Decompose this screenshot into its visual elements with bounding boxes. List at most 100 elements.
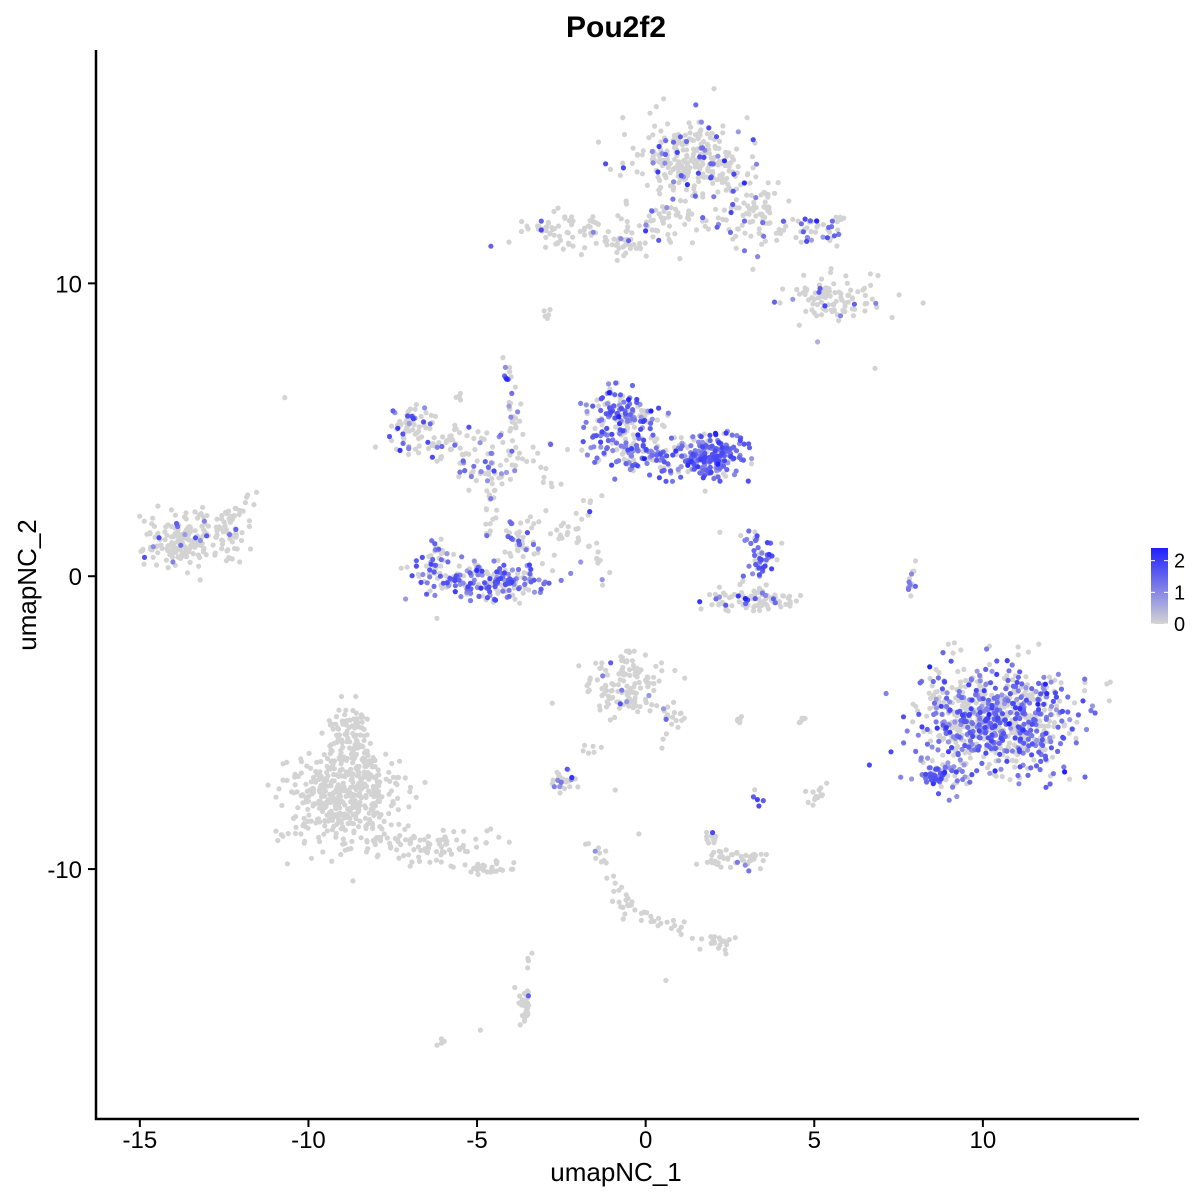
data-point (599, 660, 605, 666)
data-point (386, 769, 392, 775)
data-point (607, 717, 613, 723)
data-point (614, 447, 620, 453)
data-point (698, 606, 704, 612)
data-point (741, 441, 747, 447)
data-point (595, 845, 602, 851)
data-point (756, 565, 762, 571)
data-point (710, 830, 716, 836)
data-point (506, 403, 512, 409)
data-point (624, 218, 630, 225)
data-point (657, 451, 663, 457)
data-point (945, 641, 951, 647)
data-point (460, 458, 466, 464)
data-point (598, 744, 604, 751)
data-point (546, 580, 552, 586)
data-point (927, 765, 933, 771)
data-point (515, 533, 522, 539)
data-point (723, 951, 729, 957)
data-point (1029, 741, 1035, 747)
data-point (751, 588, 757, 594)
data-point (866, 762, 873, 768)
data-point (974, 768, 980, 774)
data-point (625, 224, 631, 230)
data-point (422, 779, 428, 786)
data-point (425, 445, 432, 452)
data-point (625, 417, 631, 423)
data-point (187, 559, 193, 566)
data-point (509, 567, 515, 573)
data-point (154, 562, 160, 568)
data-point (484, 595, 491, 601)
data-point (707, 135, 714, 141)
data-point (814, 302, 821, 308)
data-point (944, 695, 950, 701)
data-point (384, 835, 390, 841)
data-point (822, 303, 828, 309)
data-point (862, 308, 868, 314)
data-point (1037, 767, 1043, 773)
data-point (1055, 748, 1061, 755)
data-point (759, 590, 766, 596)
data-point (715, 215, 721, 221)
data-point (656, 678, 662, 684)
data-point (1080, 698, 1086, 704)
data-point (603, 683, 609, 689)
data-point (690, 155, 696, 161)
data-point (753, 561, 759, 568)
data-point (628, 902, 635, 908)
data-point (527, 514, 534, 520)
data-point (737, 581, 743, 588)
data-point (483, 507, 490, 513)
data-point (977, 672, 983, 679)
data-point (711, 194, 717, 200)
data-point (436, 546, 442, 552)
data-point (848, 287, 854, 293)
data-point (724, 175, 730, 182)
data-point (421, 837, 427, 843)
data-point (336, 755, 342, 761)
data-point (1092, 710, 1098, 716)
data-point (663, 716, 669, 722)
data-point (340, 836, 346, 842)
data-point (985, 697, 992, 703)
data-point (872, 365, 878, 371)
data-point (179, 536, 185, 542)
data-point (779, 540, 785, 546)
data-point (810, 301, 816, 307)
data-point (716, 158, 722, 164)
data-point (973, 692, 979, 698)
data-point (625, 895, 631, 902)
data-point (485, 571, 491, 577)
data-point (638, 910, 645, 916)
data-point (627, 672, 633, 679)
data-point (344, 789, 351, 795)
data-point (503, 469, 510, 475)
data-point (341, 784, 347, 790)
data-point (649, 702, 655, 708)
data-point (725, 856, 731, 862)
data-point (650, 132, 656, 138)
data-point (1060, 734, 1066, 740)
data-point (482, 580, 488, 586)
data-point (746, 563, 752, 569)
data-point (760, 564, 766, 571)
data-point (684, 154, 690, 160)
data-point (916, 711, 922, 717)
data-point (212, 552, 218, 558)
data-point (1009, 757, 1016, 764)
data-point (428, 412, 434, 418)
data-point (1037, 718, 1043, 724)
data-point (630, 145, 636, 151)
data-point (405, 413, 411, 419)
data-point (753, 205, 759, 211)
data-point (669, 714, 676, 720)
legend-tick-label: 0 (1174, 614, 1185, 636)
data-point (577, 228, 583, 235)
data-point (407, 863, 413, 869)
data-point (440, 827, 446, 833)
data-point (318, 790, 324, 797)
data-point (551, 226, 558, 232)
data-point (381, 831, 387, 837)
data-point (749, 154, 756, 160)
data-point (634, 152, 641, 158)
